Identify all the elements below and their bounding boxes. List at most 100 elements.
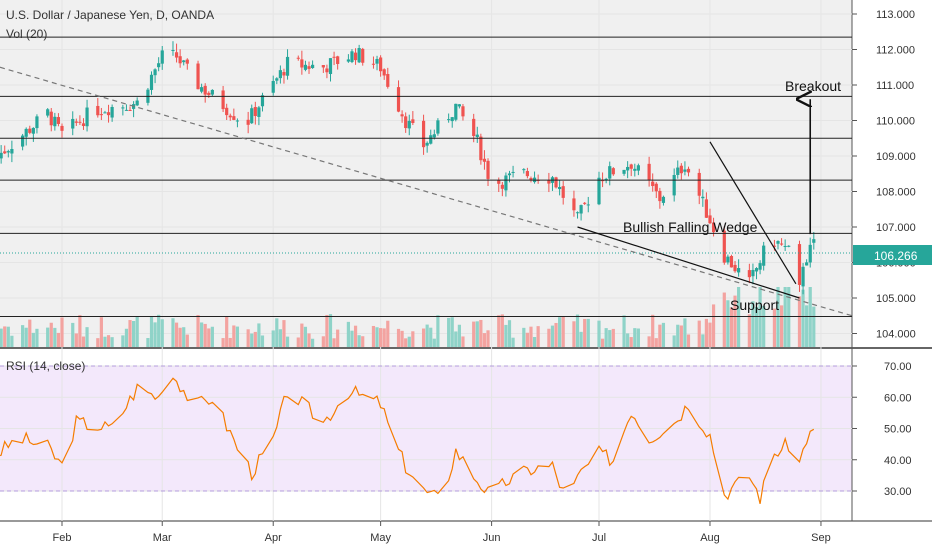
candle-body <box>185 59 189 64</box>
volume-bar <box>497 315 501 347</box>
volume-bar <box>285 336 290 347</box>
candle-body <box>85 107 89 127</box>
volume-bar <box>779 305 784 347</box>
candle-body <box>597 177 601 205</box>
volume-bar <box>228 337 232 347</box>
candle-body <box>221 90 225 110</box>
volume-bar <box>171 318 175 347</box>
volume-bar <box>332 338 336 347</box>
support-annotation: Support <box>730 297 779 313</box>
volume-bar <box>583 318 587 347</box>
volume-bar <box>450 317 454 347</box>
volume-bar <box>604 328 608 347</box>
volume-bar <box>278 329 282 347</box>
candle-body <box>311 64 315 69</box>
candle-body <box>812 239 816 243</box>
candle-body <box>386 73 390 87</box>
candle-body <box>10 149 14 154</box>
volume-bar <box>504 324 508 347</box>
candle-body <box>346 59 350 62</box>
volume-bar <box>658 324 662 347</box>
candle-body <box>153 69 157 76</box>
candle-body <box>751 269 755 277</box>
volume-bar <box>787 287 791 347</box>
volume-bar <box>178 327 182 347</box>
candle-body <box>547 180 551 184</box>
candle-body <box>282 72 286 76</box>
volume-bar <box>697 320 701 347</box>
volume-bar <box>353 325 358 347</box>
candle-body <box>586 204 590 206</box>
volume-bar <box>436 315 440 347</box>
candle-body <box>253 107 257 117</box>
candle-body <box>407 120 411 129</box>
volume-bar <box>704 318 708 347</box>
volume-bar <box>522 327 526 347</box>
volume-bar <box>350 330 354 347</box>
candle-body <box>805 262 809 266</box>
candle-body <box>307 66 311 69</box>
price-tick-label: 109.000 <box>876 151 916 163</box>
price-tick-label: 112.000 <box>876 45 915 57</box>
candle-body <box>53 116 57 127</box>
volume-bar <box>6 326 10 347</box>
candle-body <box>436 120 440 134</box>
volume-bar <box>386 320 390 347</box>
candle-body <box>647 163 651 181</box>
volume-bar <box>0 328 3 347</box>
volume-bar <box>346 321 350 347</box>
month-tick-label: Feb <box>53 532 72 544</box>
candle-body <box>78 121 82 123</box>
candle-body <box>654 183 658 192</box>
candle-body <box>375 58 379 64</box>
candle-body <box>679 165 683 174</box>
volume-bar <box>81 336 86 347</box>
volume-bar <box>375 327 379 347</box>
candle-body <box>511 171 515 173</box>
candle-body <box>529 178 533 180</box>
candle-body <box>49 111 53 126</box>
candle-body <box>24 128 28 137</box>
volume-bar <box>636 328 640 347</box>
volume-bar <box>282 320 286 347</box>
volume-bar <box>53 327 57 347</box>
candle-body <box>74 121 78 123</box>
volume-bar <box>550 325 555 347</box>
volume-bar <box>622 315 626 347</box>
volume-bar <box>203 323 207 347</box>
candle-body <box>353 52 358 61</box>
candle-body <box>285 56 290 76</box>
volume-bar <box>361 336 365 347</box>
volume-bar <box>271 330 275 347</box>
volume-bar <box>447 317 451 347</box>
volume-bar <box>762 305 766 347</box>
candle-body <box>103 112 107 114</box>
volume-bar <box>661 322 666 347</box>
volume-bar <box>722 292 726 347</box>
candle-body <box>522 169 526 171</box>
volume-bar <box>200 322 204 347</box>
candle-body <box>626 166 630 171</box>
volume-bar <box>371 325 376 347</box>
candle-body <box>128 110 132 112</box>
wedge-lower <box>577 226 800 299</box>
volume-bar <box>525 332 529 347</box>
volume-bar <box>328 314 333 347</box>
volume-bar <box>776 287 780 347</box>
volume-bar <box>46 327 50 347</box>
candle-body <box>157 63 161 68</box>
volume-bar <box>106 335 111 347</box>
candle-body <box>278 70 282 79</box>
volume-bar <box>805 305 809 347</box>
candle-body <box>28 128 32 133</box>
volume-bar <box>475 321 479 347</box>
volume-bar <box>210 326 214 347</box>
candle-body <box>661 196 666 203</box>
candle-body <box>232 116 236 120</box>
candle-body <box>500 184 504 189</box>
volume-bar <box>110 337 114 347</box>
volume-bar <box>196 315 200 347</box>
volume-bar <box>78 315 82 347</box>
volume-bar <box>296 337 300 347</box>
